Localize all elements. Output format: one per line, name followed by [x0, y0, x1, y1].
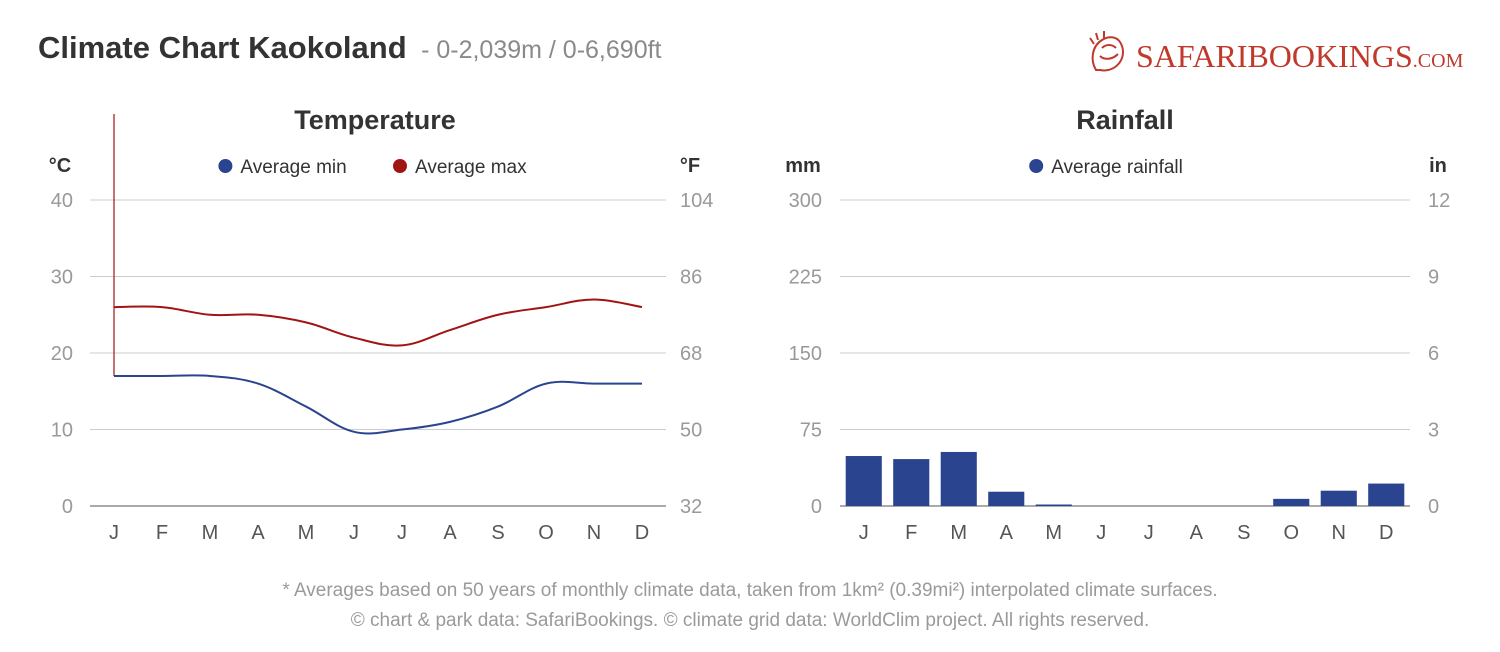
- legend-marker: [1029, 159, 1044, 173]
- chart-title: Rainfall: [1076, 105, 1174, 135]
- legend-label: Average max: [415, 157, 527, 178]
- x-tick-label: J: [1096, 522, 1106, 544]
- page-subtitle: - 0-2,039m / 0-6,690ft: [421, 36, 662, 64]
- x-tick-label: F: [156, 522, 168, 544]
- x-tick-label: F: [905, 522, 917, 544]
- y-tick-label: 10: [51, 420, 73, 442]
- left-axis-unit: mm: [785, 155, 821, 177]
- y2-tick-label: 68: [680, 343, 702, 365]
- y2-tick-label: 32: [680, 496, 702, 518]
- series-line-average-max: [113, 298, 643, 347]
- y2-tick-label: 104: [680, 190, 713, 212]
- x-tick-label: O: [1283, 522, 1299, 544]
- x-tick-label: D: [1379, 522, 1393, 544]
- x-tick-label: M: [298, 522, 315, 544]
- x-tick-label: J: [349, 522, 359, 544]
- y2-tick-label: 12: [1428, 190, 1450, 212]
- x-tick-label: N: [1332, 522, 1346, 544]
- x-tick-label: A: [443, 522, 457, 544]
- x-tick-label: D: [635, 522, 649, 544]
- safaribookings-logo[interactable]: SAFARIBOOKINGS.COM: [1086, 30, 1466, 78]
- series-line-average-min: [113, 374, 642, 435]
- rainfall-bar: [845, 456, 882, 506]
- rainfall-bar: [1368, 483, 1405, 506]
- rainfall-bar: [988, 491, 1025, 506]
- x-tick-label: M: [202, 522, 219, 544]
- left-axis-unit: °C: [49, 155, 71, 177]
- page-title: Climate Chart Kaokoland: [38, 30, 407, 65]
- y-tick-label: 0: [811, 496, 822, 518]
- legend-label: Average min: [240, 157, 346, 178]
- x-tick-label: A: [251, 522, 265, 544]
- legend-marker: [393, 159, 407, 173]
- y2-tick-label: 86: [680, 267, 702, 289]
- y-tick-label: 40: [51, 190, 73, 212]
- x-tick-label: J: [1144, 522, 1154, 544]
- footer-note: * Averages based on 50 years of monthly …: [282, 580, 1218, 601]
- x-tick-label: N: [587, 522, 601, 544]
- rainfall-bar: [1273, 498, 1310, 506]
- y-tick-label: 150: [789, 343, 822, 365]
- right-axis-unit: °F: [680, 155, 700, 177]
- legend-marker: [218, 159, 233, 173]
- logo-brand-part2: BOOKINGS: [1247, 38, 1412, 74]
- rainfall-bar: [940, 451, 977, 506]
- x-tick-label: J: [109, 522, 119, 544]
- x-tick-label: S: [1237, 522, 1250, 544]
- y2-tick-label: 6: [1428, 343, 1439, 365]
- logo-text: SAFARIBOOKINGS.COM: [1136, 38, 1464, 74]
- legend-label: Average rainfall: [1051, 157, 1183, 178]
- y-tick-label: 225: [789, 267, 822, 289]
- y2-tick-label: 0: [1428, 496, 1439, 518]
- rainfall-bar: [893, 459, 930, 506]
- x-tick-label: J: [859, 522, 869, 544]
- right-axis-unit: in: [1429, 155, 1447, 177]
- logo-brand-suffix: .COM: [1413, 50, 1464, 72]
- rainfall-bar: [1035, 504, 1072, 506]
- chart-title: Temperature: [294, 105, 456, 135]
- x-tick-label: S: [491, 522, 504, 544]
- page-header: Climate Chart Kaokoland - 0-2,039m / 0-6…: [38, 30, 661, 66]
- y-tick-label: 30: [51, 267, 73, 289]
- x-tick-label: M: [1045, 522, 1062, 544]
- y-tick-label: 300: [789, 190, 822, 212]
- y-tick-label: 0: [62, 496, 73, 518]
- logo-brand-part1: SAFARI: [1136, 38, 1247, 74]
- y2-tick-label: 3: [1428, 420, 1439, 442]
- footer-copyright: © chart & park data: SafariBookings. © c…: [350, 610, 1150, 631]
- y2-tick-label: 9: [1428, 267, 1439, 289]
- y2-tick-label: 50: [680, 420, 702, 442]
- x-tick-label: M: [950, 522, 967, 544]
- y-tick-label: 20: [51, 343, 73, 365]
- x-tick-label: A: [1190, 522, 1204, 544]
- lion-head-icon: [1089, 31, 1124, 72]
- x-tick-label: A: [1000, 522, 1014, 544]
- x-tick-label: J: [397, 522, 407, 544]
- x-tick-label: O: [538, 522, 554, 544]
- rainfall-bar: [1320, 490, 1357, 506]
- y-tick-label: 75: [800, 420, 822, 442]
